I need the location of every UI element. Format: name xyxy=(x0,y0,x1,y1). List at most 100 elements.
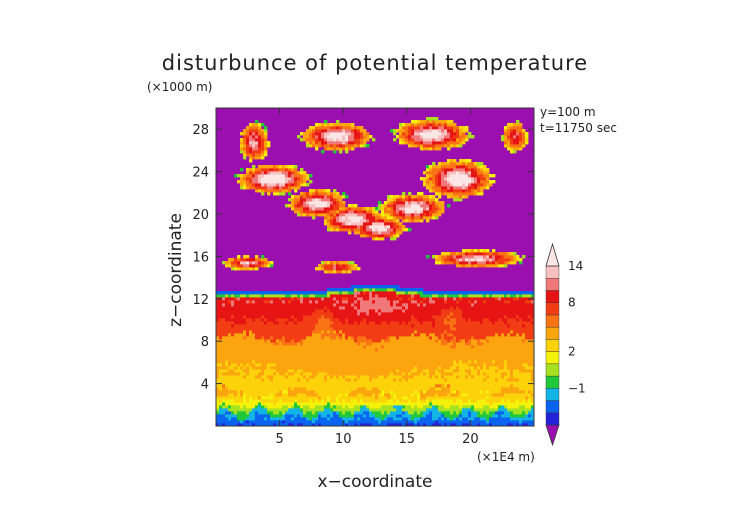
field-cell xyxy=(375,360,379,364)
field-cell xyxy=(402,330,406,334)
field-cell xyxy=(390,294,394,298)
field-cell xyxy=(354,354,358,358)
field-cell xyxy=(294,315,298,319)
field-cell xyxy=(438,366,442,370)
field-cell xyxy=(282,183,286,187)
field-cell xyxy=(354,267,358,271)
field-cell xyxy=(261,258,265,262)
field-cell xyxy=(360,393,364,397)
field-cell xyxy=(291,348,295,352)
field-cell xyxy=(420,291,424,295)
field-cell xyxy=(327,141,331,145)
field-cell xyxy=(294,423,298,427)
field-cell xyxy=(225,369,229,373)
field-cell xyxy=(297,393,301,397)
field-cell xyxy=(360,339,364,343)
field-cell xyxy=(312,216,316,220)
field-cell xyxy=(405,342,409,346)
field-cell xyxy=(330,405,334,409)
field-cell xyxy=(387,219,391,223)
field-cell xyxy=(381,390,385,394)
field-cell xyxy=(330,369,334,373)
field-cell xyxy=(444,174,448,178)
field-cell xyxy=(357,300,361,304)
field-cell xyxy=(429,117,433,121)
field-cell xyxy=(357,333,361,337)
field-cell xyxy=(351,315,355,319)
field-cell xyxy=(333,330,337,334)
field-cell xyxy=(321,138,325,142)
field-cell xyxy=(366,411,370,415)
field-cell xyxy=(225,360,229,364)
field-cell xyxy=(312,393,316,397)
field-cell xyxy=(291,354,295,358)
field-cell xyxy=(360,336,364,340)
field-cell xyxy=(270,348,274,352)
field-cell xyxy=(273,171,277,175)
field-cell xyxy=(339,369,343,373)
field-cell xyxy=(228,264,232,268)
field-cell xyxy=(243,153,247,157)
field-cell xyxy=(393,402,397,406)
field-cell xyxy=(330,297,334,301)
field-cell xyxy=(219,366,223,370)
field-cell xyxy=(318,315,322,319)
field-cell xyxy=(438,363,442,367)
field-cell xyxy=(234,300,238,304)
field-cell xyxy=(321,417,325,421)
field-cell xyxy=(378,294,382,298)
field-cell xyxy=(426,207,430,211)
field-cell xyxy=(324,216,328,220)
field-cell xyxy=(438,405,442,409)
field-cell xyxy=(282,180,286,184)
field-cell xyxy=(363,399,367,403)
field-cell xyxy=(246,129,250,133)
field-cell xyxy=(387,387,391,391)
field-cell xyxy=(276,378,280,382)
field-cell xyxy=(297,186,301,190)
field-cell xyxy=(429,378,433,382)
field-cell xyxy=(435,351,439,355)
field-cell xyxy=(276,165,280,169)
field-cell xyxy=(252,321,256,325)
field-cell xyxy=(279,390,283,394)
field-cell xyxy=(369,369,373,373)
field-cell xyxy=(249,381,253,385)
field-cell xyxy=(246,177,250,181)
field-cell xyxy=(420,402,424,406)
field-cell xyxy=(435,327,439,331)
field-cell xyxy=(282,330,286,334)
field-cell xyxy=(237,309,241,313)
field-cell xyxy=(246,423,250,427)
field-cell xyxy=(420,363,424,367)
field-cell xyxy=(363,360,367,364)
field-cell xyxy=(420,339,424,343)
field-cell xyxy=(258,186,262,190)
field-cell xyxy=(381,327,385,331)
field-cell xyxy=(429,363,433,367)
field-cell xyxy=(243,372,247,376)
field-cell xyxy=(336,210,340,214)
field-cell xyxy=(432,210,436,214)
field-cell xyxy=(363,423,367,427)
field-cell xyxy=(408,294,412,298)
field-cell xyxy=(330,414,334,418)
field-cell xyxy=(375,207,379,211)
field-cell xyxy=(249,408,253,412)
field-cell xyxy=(405,315,409,319)
field-cell xyxy=(375,327,379,331)
field-cell xyxy=(357,375,361,379)
field-cell xyxy=(399,393,403,397)
field-cell xyxy=(381,285,385,289)
field-cell xyxy=(234,348,238,352)
field-cell xyxy=(336,216,340,220)
field-cell xyxy=(381,294,385,298)
field-cell xyxy=(399,381,403,385)
field-cell xyxy=(447,183,451,187)
field-cell xyxy=(447,414,451,418)
field-cell xyxy=(432,351,436,355)
field-cell xyxy=(267,411,271,415)
field-cell xyxy=(366,324,370,328)
field-cell xyxy=(426,309,430,313)
field-cell xyxy=(363,207,367,211)
